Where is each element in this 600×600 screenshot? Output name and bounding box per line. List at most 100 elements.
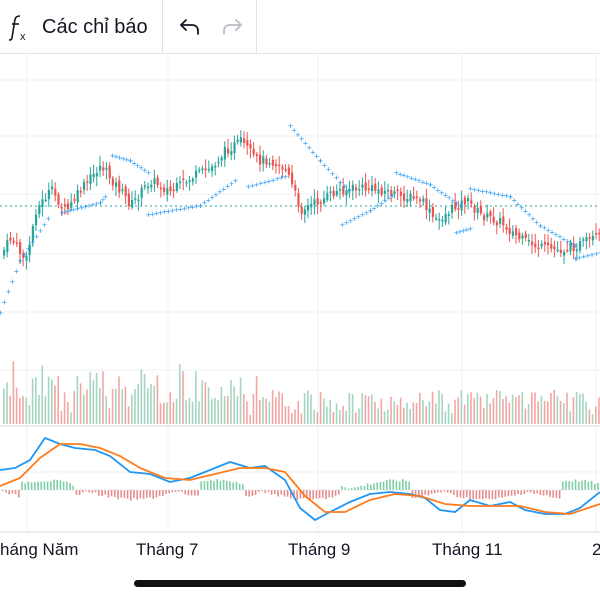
candle-body bbox=[588, 237, 591, 240]
psar-dot: + bbox=[428, 181, 434, 189]
psar-dot: + bbox=[371, 205, 377, 213]
psar-dot: + bbox=[538, 222, 544, 230]
macd-histogram-bar bbox=[267, 490, 270, 493]
macd-histogram-bar bbox=[488, 490, 490, 499]
volume-bar bbox=[543, 400, 546, 424]
candle-body bbox=[451, 205, 454, 213]
psar-dot: + bbox=[356, 213, 362, 221]
candle-body bbox=[374, 183, 377, 191]
candle-body bbox=[198, 169, 201, 172]
volume-bar bbox=[137, 383, 139, 424]
candle-body bbox=[287, 167, 290, 175]
macd-histogram-bar bbox=[574, 479, 577, 490]
volume-bar bbox=[108, 408, 111, 424]
volume-bar bbox=[419, 392, 421, 424]
macd-histogram-bar bbox=[402, 479, 404, 490]
macd-histogram-bar bbox=[254, 490, 257, 495]
volume-bar bbox=[86, 389, 88, 424]
psar-dot: + bbox=[142, 167, 148, 175]
macd-histogram-bar bbox=[142, 490, 145, 499]
candle-body bbox=[195, 171, 198, 178]
volume-bar bbox=[92, 380, 95, 424]
macd-histogram-bar bbox=[226, 480, 228, 490]
volume-bar bbox=[83, 394, 85, 424]
macd-histogram-bar bbox=[62, 481, 65, 490]
home-indicator[interactable] bbox=[134, 580, 466, 587]
candle-body bbox=[454, 202, 457, 210]
volume-bar bbox=[47, 376, 50, 424]
volume-bar bbox=[22, 396, 24, 424]
psar-dot: + bbox=[310, 148, 316, 156]
psar-dot: + bbox=[100, 196, 106, 204]
macd-histogram-bar bbox=[571, 481, 574, 490]
volume-bar bbox=[406, 402, 408, 424]
volume-bar bbox=[99, 387, 101, 424]
fx-icon[interactable]: x bbox=[0, 0, 38, 54]
psar-dot: + bbox=[492, 190, 498, 198]
volume-bar bbox=[383, 411, 386, 424]
x-axis-label-sep: Tháng 9 bbox=[288, 540, 351, 559]
volume-bar bbox=[294, 409, 296, 424]
candle-body bbox=[319, 202, 322, 204]
psar-dot: + bbox=[338, 178, 344, 186]
volume-bar bbox=[540, 395, 543, 424]
candle-body bbox=[105, 167, 108, 170]
candle-body bbox=[390, 189, 393, 196]
candle-body bbox=[460, 200, 463, 211]
macd-histogram-bar bbox=[222, 479, 225, 490]
volume-bar bbox=[345, 410, 347, 424]
volume-bar bbox=[425, 406, 427, 424]
candle-body bbox=[499, 218, 502, 224]
volume-bar bbox=[143, 374, 146, 424]
macd-histogram-bar bbox=[318, 490, 321, 499]
macd-histogram-bar bbox=[66, 481, 68, 490]
psar-dot: + bbox=[194, 203, 200, 211]
macd-histogram-bar bbox=[210, 480, 212, 490]
chart-canvas[interactable]: + + + + + + + + + + + + + + + + + + + + + + + + + + + + + + + + + + + + + + + +… bbox=[0, 54, 600, 570]
volume-bar bbox=[297, 400, 299, 424]
psar-dot: + bbox=[364, 209, 370, 217]
psar-dot: + bbox=[573, 255, 579, 263]
candle-body bbox=[22, 253, 25, 258]
psar-dot: + bbox=[170, 207, 176, 215]
volume-bar bbox=[588, 409, 591, 424]
psar-dot: + bbox=[500, 191, 506, 199]
macd-histogram-bar bbox=[293, 490, 295, 499]
chart-svg[interactable]: ++++++++++++++++++++++++++++++++++++++++… bbox=[0, 54, 600, 570]
candle-body bbox=[534, 243, 537, 248]
psar-dot: + bbox=[464, 226, 470, 234]
psar-dot: + bbox=[34, 233, 40, 241]
macd-histogram-bar bbox=[437, 490, 439, 493]
volume-bar bbox=[95, 372, 98, 424]
indicators-button[interactable]: Các chỉ báo bbox=[42, 15, 148, 38]
macd-histogram-bar bbox=[494, 490, 497, 500]
macd-histogram-bar bbox=[123, 490, 126, 498]
candle-body bbox=[201, 168, 204, 170]
psar-dot: + bbox=[530, 215, 536, 223]
macd-histogram-bar bbox=[331, 490, 334, 498]
macd-histogram-bar bbox=[126, 490, 129, 499]
volume-bar bbox=[409, 409, 411, 424]
undo-icon[interactable] bbox=[172, 0, 208, 54]
macd-histogram-bar bbox=[485, 490, 487, 499]
macd-histogram-bar bbox=[491, 490, 494, 500]
candle-body bbox=[387, 189, 390, 192]
macd-histogram-bar bbox=[555, 490, 558, 498]
volume-bar bbox=[595, 406, 597, 424]
psar-dot: + bbox=[401, 172, 407, 180]
volume-bar bbox=[495, 389, 498, 424]
psar-dot: + bbox=[496, 191, 502, 199]
candle-body bbox=[243, 138, 246, 144]
macd-histogram-bar bbox=[408, 481, 410, 490]
psar-dot: + bbox=[94, 200, 100, 208]
volume-bar bbox=[367, 396, 370, 424]
volume-bar bbox=[483, 407, 485, 424]
volume-bar bbox=[54, 385, 56, 424]
macd-histogram-bar bbox=[59, 480, 62, 490]
candle-body bbox=[438, 219, 441, 221]
volume-bar bbox=[310, 394, 312, 424]
volume-bar bbox=[188, 397, 191, 424]
candle-body bbox=[9, 237, 12, 241]
macd-histogram-bar bbox=[376, 482, 378, 490]
macd-histogram-bar bbox=[578, 481, 580, 490]
